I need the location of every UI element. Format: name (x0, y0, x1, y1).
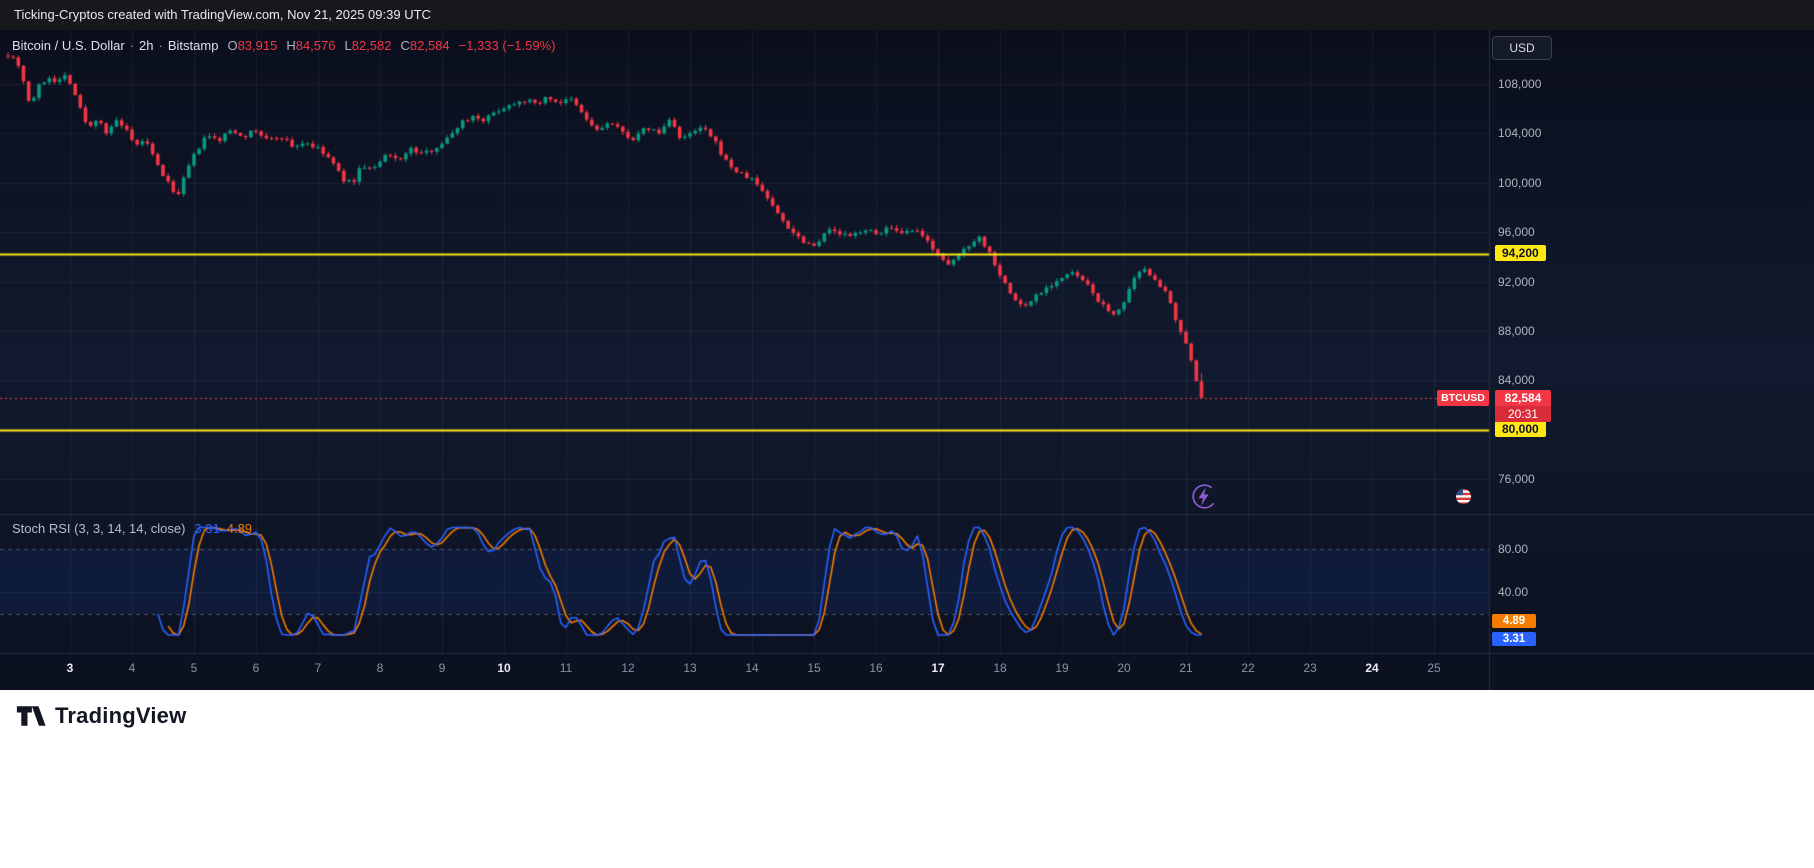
interval-label[interactable]: 2h (139, 38, 154, 53)
high-value: 84,576 (295, 38, 336, 53)
time-scale[interactable]: 3 4 5 6 7 8 9 10 11 12 13 14 15 16 17 18 19 20 21 22 23 24 25 (0, 654, 1489, 689)
symbol-legend: Bitcoin / U.S. Dollar · 2h · Bitstamp O83,915… (12, 38, 556, 53)
open-label: O (227, 38, 238, 53)
flash-boost-icon[interactable] (1191, 483, 1218, 515)
close-label: C (400, 38, 410, 53)
time-tick-label: 22 (1241, 661, 1255, 675)
stoch-d-value: 4.89 (226, 521, 253, 536)
time-tick-label: 13 (683, 661, 697, 675)
time-tick-label: 9 (438, 661, 446, 675)
price-tick-label: 92,000 (1498, 274, 1535, 289)
time-tick-label: 14 (745, 661, 759, 675)
open-value: 83,915 (237, 38, 278, 53)
tradingview-logo-text: TradingView (55, 703, 187, 728)
stoch-tick-label: 40.00 (1498, 585, 1529, 599)
change-value: −1,333 (−1.59%) (458, 38, 556, 53)
level-price-label[interactable]: 94,200 (1495, 245, 1546, 262)
time-tick-label: 23 (1303, 661, 1317, 675)
stoch-k-value: 3.31 (194, 521, 220, 536)
price-tick-label: 108,000 (1498, 76, 1542, 91)
close-value: 82,584 (409, 38, 450, 53)
low-label: L (344, 38, 352, 53)
time-tick-label: 21 (1179, 661, 1193, 675)
price-tick-label: 104,000 (1498, 126, 1542, 141)
level-price-label[interactable]: 80,000 (1495, 420, 1546, 437)
us-flag-icon[interactable] (1455, 488, 1472, 510)
time-tick-label: 3 (66, 661, 74, 675)
time-tick-label: 25 (1427, 661, 1441, 675)
time-tick-label: 20 (1117, 661, 1131, 675)
time-tick-label: 17 (931, 661, 945, 675)
last-price-value: 82,584 (1495, 389, 1551, 406)
time-tick-label: 4 (128, 661, 136, 675)
time-tick-label: 16 (869, 661, 883, 675)
time-tick-label: 18 (993, 661, 1007, 675)
tradingview-logo[interactable]: TradingView (0, 690, 1814, 729)
low-value: 82,582 (351, 38, 392, 53)
stoch-tick-label: 80.00 (1498, 542, 1529, 556)
time-tick-label: 6 (252, 661, 260, 675)
price-scale[interactable]: 94,200 80,000 82,584 20:31 108,000 104,00… (1490, 0, 1814, 690)
last-price-label: 82,584 20:31 (1495, 389, 1551, 422)
time-tick-label: 5 (190, 661, 198, 675)
time-tick-label: 11 (559, 661, 573, 675)
time-tick-label: 8 (376, 661, 384, 675)
time-tick-label: 7 (314, 661, 322, 675)
price-tick-label: 96,000 (1498, 225, 1535, 240)
stoch-k-value-badge: 3.31 (1492, 632, 1536, 647)
price-tick-label: 84,000 (1498, 373, 1535, 388)
tradingview-logo-mark (16, 706, 46, 726)
high-label: H (286, 38, 296, 53)
bar-countdown: 20:31 (1495, 405, 1551, 422)
price-tick-label: 100,000 (1498, 175, 1542, 190)
attribution-text: Ticking-Cryptos created with TradingView… (14, 7, 431, 22)
time-tick-label: 19 (1055, 661, 1069, 675)
symbol-price-line-tag: BTCUSD (1437, 389, 1489, 406)
stoch-d-value-badge: 4.89 (1492, 613, 1536, 628)
separator-dot: · (158, 38, 163, 53)
time-tick-label: 10 (497, 661, 511, 675)
footer-bar: TradingView (0, 690, 1814, 868)
separator-dot: · (129, 38, 135, 53)
top-attribution-bar: Ticking-Cryptos created with TradingView… (0, 0, 1814, 30)
exchange-label[interactable]: Bitstamp (167, 38, 219, 53)
currency-toggle-button[interactable]: USD (1492, 36, 1552, 60)
indicator-legend: Stoch RSI (3, 3, 14, 14, close) 3.31 4.89 (12, 521, 252, 536)
indicator-title[interactable]: Stoch RSI (3, 3, 14, 14, close) (12, 521, 186, 536)
time-tick-label: 12 (621, 661, 635, 675)
price-tick-label: 88,000 (1498, 323, 1535, 338)
symbol-title[interactable]: Bitcoin / U.S. Dollar (12, 38, 125, 53)
time-tick-label: 24 (1365, 661, 1379, 675)
time-tick-label: 15 (807, 661, 821, 675)
price-tick-label: 76,000 (1498, 472, 1535, 487)
price-chart-canvas[interactable] (0, 0, 1814, 690)
